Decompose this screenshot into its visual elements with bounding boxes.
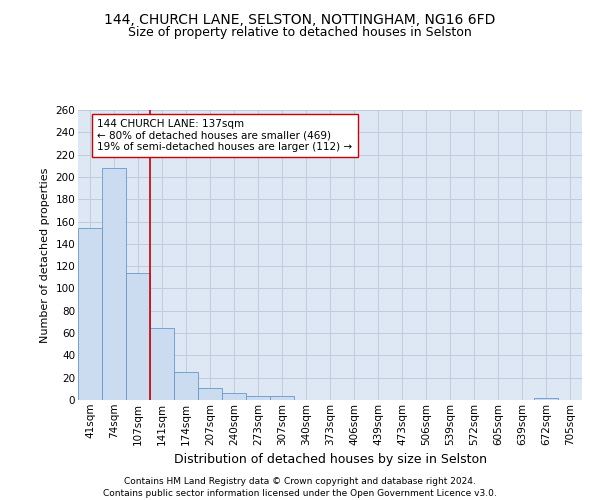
Bar <box>126 273 150 400</box>
Bar <box>174 372 198 400</box>
Bar <box>198 388 222 400</box>
Bar <box>102 168 126 400</box>
Text: 144, CHURCH LANE, SELSTON, NOTTINGHAM, NG16 6FD: 144, CHURCH LANE, SELSTON, NOTTINGHAM, N… <box>104 12 496 26</box>
Text: 144 CHURCH LANE: 137sqm
← 80% of detached houses are smaller (469)
19% of semi-d: 144 CHURCH LANE: 137sqm ← 80% of detache… <box>97 119 352 152</box>
Bar <box>270 396 294 400</box>
Bar <box>534 398 558 400</box>
Bar <box>246 396 270 400</box>
Bar <box>78 228 102 400</box>
Text: Size of property relative to detached houses in Selston: Size of property relative to detached ho… <box>128 26 472 39</box>
Text: Contains HM Land Registry data © Crown copyright and database right 2024.
Contai: Contains HM Land Registry data © Crown c… <box>103 476 497 498</box>
Bar <box>222 394 246 400</box>
Bar <box>150 328 174 400</box>
Y-axis label: Number of detached properties: Number of detached properties <box>40 168 50 342</box>
X-axis label: Distribution of detached houses by size in Selston: Distribution of detached houses by size … <box>173 453 487 466</box>
